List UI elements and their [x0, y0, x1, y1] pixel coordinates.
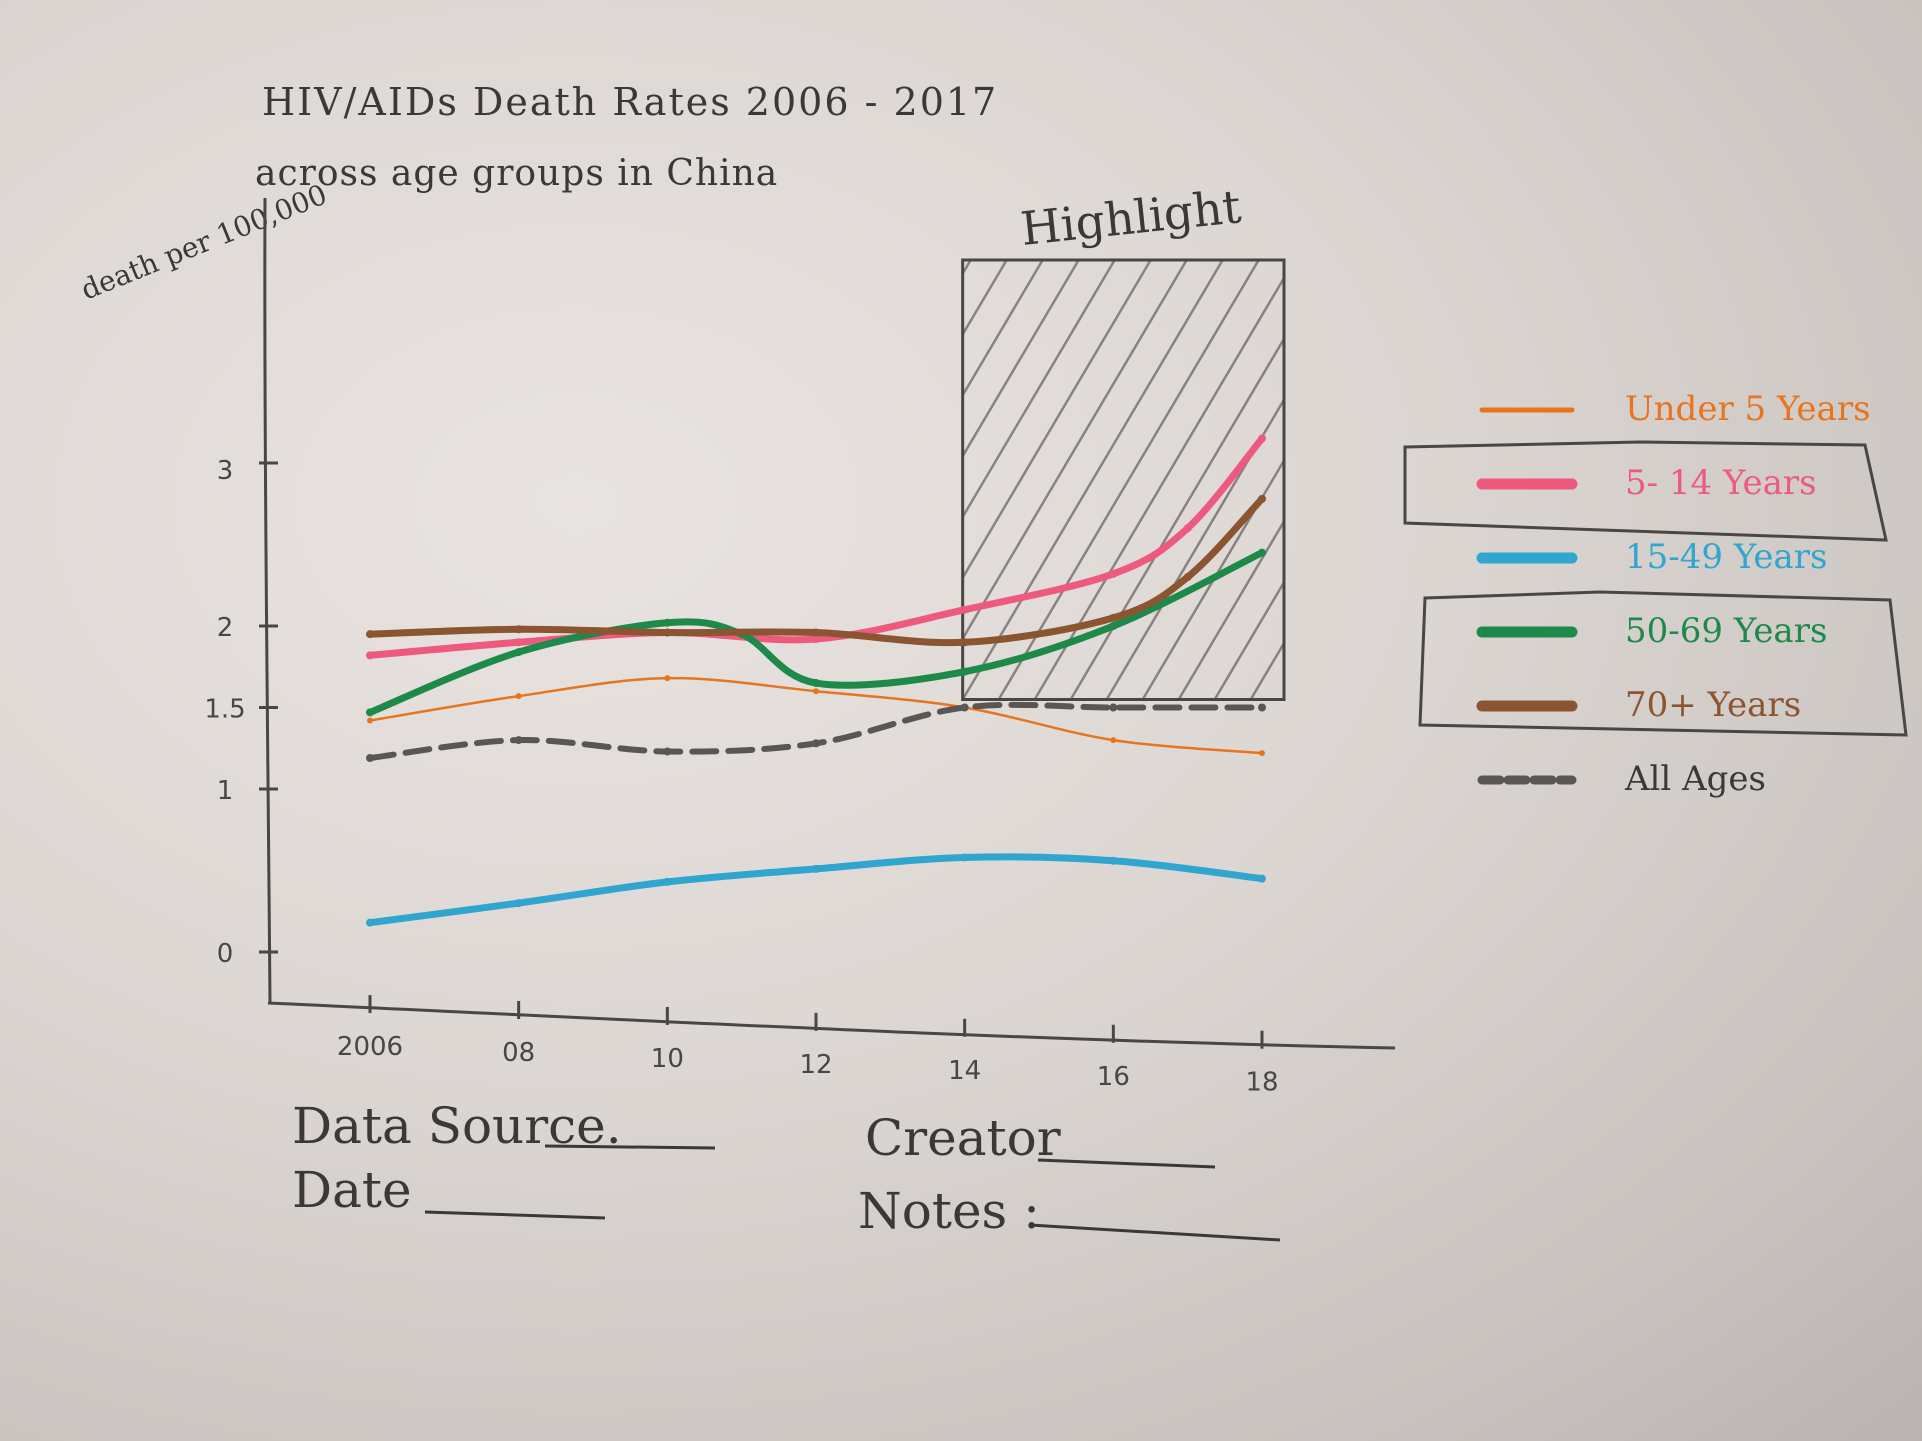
y-tick-label: 0	[217, 939, 234, 969]
legend-label: 50-69 Years	[1625, 611, 1827, 651]
data-point	[1109, 569, 1118, 578]
data-point	[960, 703, 969, 712]
data-point	[367, 717, 373, 724]
data-point	[663, 877, 672, 886]
footer: Data Source. Date Creator Notes :	[292, 1097, 1281, 1242]
chart-subtitle: across age groups in China	[255, 153, 778, 194]
data-point	[1183, 524, 1192, 533]
data-point	[960, 853, 969, 862]
data-point	[812, 739, 820, 748]
y-axis	[263, 197, 272, 1004]
creator-blank	[1037, 1158, 1216, 1169]
data-point	[366, 651, 374, 660]
legend-label: 70+ Years	[1625, 685, 1801, 725]
data-point	[366, 630, 374, 639]
notes-label: Notes :	[858, 1182, 1040, 1240]
y-axis-label: death per 100,000	[76, 178, 331, 307]
y-tick-label: 2	[217, 613, 234, 643]
data-point	[514, 899, 523, 908]
data-point	[1109, 613, 1118, 622]
x-tick-label: 10	[651, 1044, 684, 1074]
data-point	[1183, 573, 1192, 582]
y-tick-label: 1.5	[204, 695, 245, 725]
x-tick-label: 16	[1097, 1062, 1130, 1092]
date-blank	[424, 1210, 606, 1220]
highlight-label: Highlight	[1018, 179, 1244, 256]
data-point	[1258, 494, 1266, 503]
data-point	[366, 918, 374, 927]
legend-box	[1418, 590, 1908, 737]
legend-label: Under 5 Years	[1625, 389, 1871, 429]
x-axis	[267, 1001, 1396, 1050]
series-line-50-69-years	[366, 549, 1266, 716]
x-tick-label: 12	[799, 1050, 832, 1080]
data-point	[1109, 622, 1118, 630]
legend-label: 15-49 Years	[1625, 537, 1827, 577]
data-point	[514, 648, 523, 657]
data-point	[515, 693, 522, 700]
data-point	[664, 675, 671, 682]
data-point	[1110, 737, 1117, 744]
data-point	[663, 747, 672, 756]
date-label: Date	[292, 1161, 412, 1219]
legend-item-5-14-years: 5- 14 Years	[1476, 463, 1817, 503]
data-point	[514, 736, 523, 745]
data-point	[1259, 750, 1265, 757]
data-point	[812, 679, 820, 688]
data-point	[366, 754, 374, 763]
data-point	[1258, 548, 1266, 557]
legend-item-under-5-years: Under 5 Years	[1479, 389, 1871, 429]
highlight-box	[961, 258, 1286, 701]
y-tick-label: 3	[217, 456, 234, 486]
legend-item-50-69-years: 50-69 Years	[1476, 611, 1827, 651]
data-point	[514, 638, 523, 647]
data-point	[366, 708, 374, 717]
y-tick-label: 1	[217, 776, 234, 806]
data-point	[663, 618, 672, 627]
data-point	[1109, 703, 1118, 712]
data-source-blank	[544, 1144, 716, 1150]
legend: Under 5 Years 5- 14 Years 15-49 Years 50-69…	[1403, 389, 1908, 799]
x-tick-label: 14	[948, 1056, 981, 1086]
data-point	[960, 605, 969, 614]
data-point	[960, 667, 969, 676]
x-tick-label: 08	[502, 1038, 535, 1068]
series-line-70-years	[366, 495, 1266, 647]
axis-ticks: 0 1 1.5 2 3 2006 08 10 12 14 16 18	[204, 456, 1278, 1098]
legend-label: All Ages	[1624, 759, 1766, 799]
data-point	[960, 638, 969, 647]
data-point	[1109, 856, 1118, 865]
data-point	[812, 635, 820, 644]
data-point	[1258, 434, 1266, 443]
creator-label: Creator	[865, 1109, 1061, 1167]
data-point	[514, 625, 523, 634]
legend-item-70-years: 70+ Years	[1476, 685, 1801, 725]
legend-item-all-ages: All Ages	[1477, 759, 1766, 799]
data-point	[1258, 703, 1266, 712]
x-tick-label: 18	[1245, 1068, 1278, 1098]
data-point	[812, 864, 820, 873]
series-lines	[366, 434, 1266, 927]
notes-blank	[1029, 1223, 1281, 1242]
series-line-all-ages	[367, 701, 1265, 762]
data-point	[663, 628, 672, 637]
legend-box	[1403, 440, 1888, 542]
legend-label: 5- 14 Years	[1625, 463, 1817, 503]
data-point	[1258, 874, 1266, 883]
x-tick-label: 2006	[337, 1032, 403, 1062]
data-point	[812, 628, 820, 637]
data-point	[813, 688, 819, 695]
chart-title: HIV/AIDs Death Rates 2006 - 2017	[262, 80, 998, 124]
legend-item-15-49-years: 15-49 Years	[1476, 537, 1827, 577]
